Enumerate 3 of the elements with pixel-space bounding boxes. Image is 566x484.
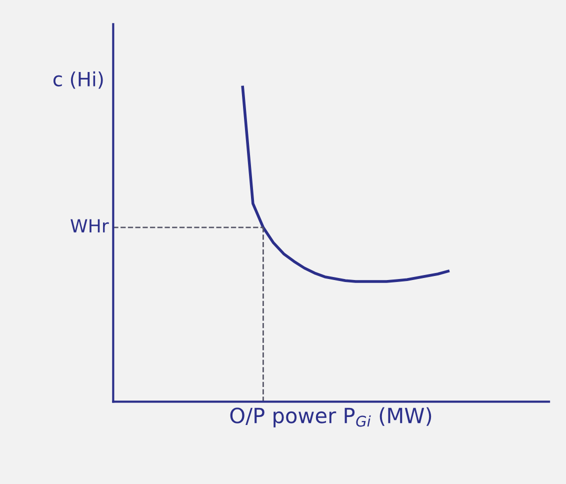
text: c (Hi): [53, 71, 103, 89]
text: WHr: [70, 219, 109, 232]
x-axis-title: O/P power P$_{Gi}$ (MW): [230, 407, 432, 428]
